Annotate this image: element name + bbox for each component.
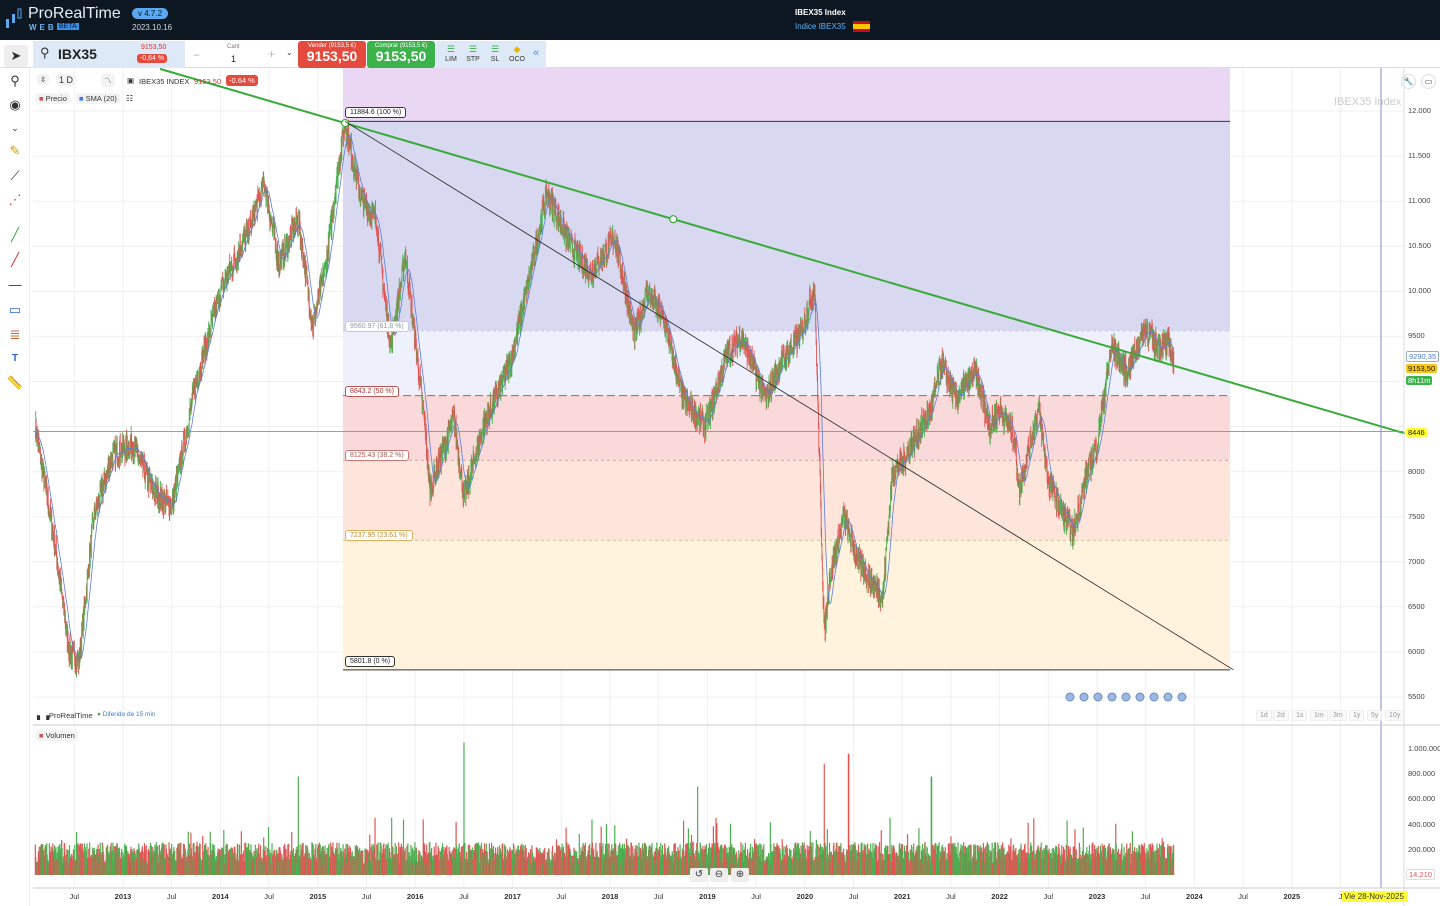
text-tool-icon[interactable]: T bbox=[11, 353, 19, 364]
fib-zone bbox=[343, 68, 1230, 122]
prorealtime-logo-icon bbox=[6, 8, 22, 28]
instrument-title: IBEX35 Index bbox=[795, 8, 846, 17]
sma-line bbox=[34, 134, 1175, 659]
qty-label: Cant bbox=[227, 44, 240, 50]
pointer-tool-icon[interactable]: ➤ bbox=[4, 45, 28, 67]
instrument-subtitle[interactable]: Indice IBEX35 bbox=[795, 22, 846, 31]
ruler-tool-icon[interactable]: 📏 bbox=[6, 375, 24, 390]
fib-zone bbox=[343, 121, 1230, 331]
fan-tool-icon[interactable]: ⋰ bbox=[8, 192, 22, 207]
brush-tool-icon[interactable]: ✎ bbox=[9, 143, 21, 158]
chevron-down-icon[interactable]: ⌄ bbox=[11, 123, 19, 133]
chevron-down-icon[interactable]: ⌄ bbox=[286, 48, 293, 57]
search-icon: ⚲ bbox=[40, 45, 50, 60]
beta-badge: BETA bbox=[57, 23, 79, 30]
version-badge: v 4.7.2 bbox=[132, 8, 169, 19]
top-bar: ProRealTime WEB BETA v 4.7.2 2023.10.16 … bbox=[0, 0, 1440, 40]
app-date: 2023.10.16 bbox=[132, 23, 173, 32]
qty-decrease-button[interactable]: − bbox=[193, 48, 201, 62]
qty-input[interactable]: 1 bbox=[231, 54, 237, 64]
buy-button[interactable]: Comprar (9153,5 €) 9153,50 bbox=[367, 41, 435, 68]
app-name: ProRealTime bbox=[28, 5, 121, 22]
limit-order-button[interactable]: ☰ LIM bbox=[441, 44, 461, 63]
trading-toolbar bbox=[0, 41, 1440, 68]
buy-label: Comprar (9153,5 €) bbox=[374, 43, 428, 49]
trendline-handle bbox=[669, 215, 678, 224]
stop-loss-icon: ☰ bbox=[490, 44, 500, 54]
volume-bars bbox=[34, 742, 1175, 875]
channel-tool-icon[interactable]: ⟋ bbox=[10, 168, 20, 183]
trendline bbox=[159, 67, 1406, 435]
fib-zone bbox=[343, 460, 1230, 541]
spain-flag-icon bbox=[853, 21, 870, 32]
drawing-toolbar: ⚲ ◉ ⌄ ✎ ⟋ ⋰ ╱ ╱ — ▭ ≣ T 📏 bbox=[0, 68, 30, 906]
line-tool-icon[interactable]: ╱ bbox=[11, 252, 19, 267]
sell-button[interactable]: Vender (9153,5 €) 9153,50 bbox=[298, 41, 366, 68]
stop-loss-button[interactable]: ☰ SL bbox=[485, 44, 505, 63]
trendline-tool-icon[interactable]: ╱ bbox=[11, 227, 19, 242]
rectangle-tool-icon[interactable]: ▭ bbox=[8, 302, 22, 317]
symbol-input[interactable]: IBX35 bbox=[58, 46, 97, 62]
oco-order-button[interactable]: ◆ OCO bbox=[507, 44, 527, 63]
qty-increase-button[interactable]: + bbox=[268, 47, 276, 61]
stop-order-button[interactable]: ☰ STP bbox=[463, 44, 483, 63]
diagonal-line bbox=[344, 121, 1234, 671]
eye-icon[interactable]: ◉ bbox=[9, 97, 21, 112]
zoom-tool-icon[interactable]: ⚲ bbox=[10, 73, 20, 88]
horizontal-line-tool-icon[interactable]: — bbox=[8, 277, 22, 292]
symbol-search[interactable]: ⚲ IBX35 9153,50 -0,64 % bbox=[33, 41, 185, 68]
oco-icon: ◆ bbox=[513, 44, 521, 54]
sell-price: 9153,50 bbox=[306, 48, 358, 64]
trendline-handle bbox=[340, 118, 350, 128]
stop-order-icon: ☰ bbox=[468, 44, 478, 54]
last-price: 9153,50 bbox=[141, 44, 167, 51]
collapse-button[interactable]: « bbox=[533, 47, 540, 59]
price-candles bbox=[35, 119, 1175, 678]
fib-zone bbox=[343, 540, 1230, 670]
order-types-panel bbox=[436, 41, 546, 68]
buy-price: 9153,50 bbox=[375, 48, 427, 64]
fibonacci-tool-icon[interactable]: ≣ bbox=[9, 327, 21, 342]
sell-label: Vender (9153,5 €) bbox=[307, 43, 357, 49]
limit-order-icon: ☰ bbox=[446, 44, 456, 54]
app-edition: WEB bbox=[29, 23, 57, 32]
change-badge: -0,64 % bbox=[137, 54, 168, 63]
